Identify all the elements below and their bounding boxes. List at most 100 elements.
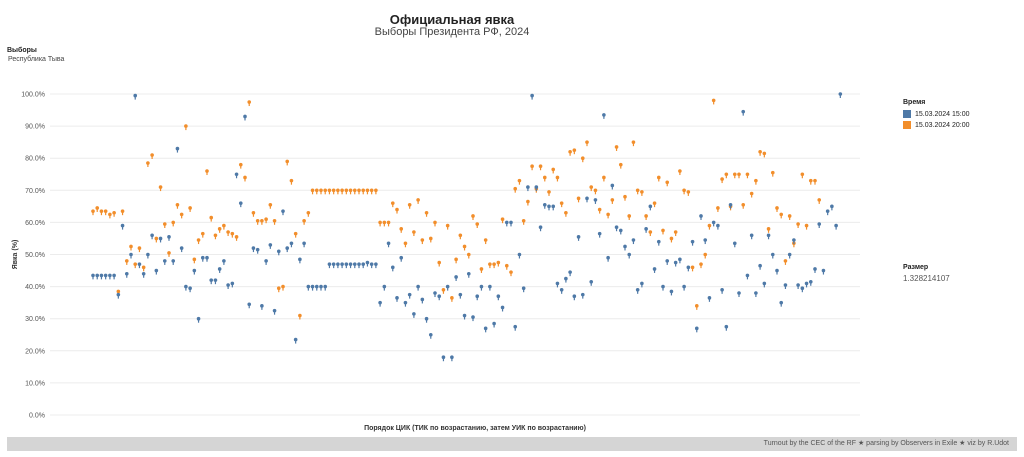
data-point-1500 xyxy=(454,275,458,281)
data-point-1500 xyxy=(141,271,146,278)
data-point-2000 xyxy=(289,178,294,185)
data-point-2000 xyxy=(120,209,125,216)
data-point-2000 xyxy=(479,267,484,273)
data-point-1500 xyxy=(281,209,285,216)
data-point-1500 xyxy=(361,262,366,269)
data-point-1500 xyxy=(437,294,442,301)
data-point-1500 xyxy=(720,288,724,294)
data-point-2000 xyxy=(580,156,585,163)
data-point-1500 xyxy=(724,324,729,331)
data-point-2000 xyxy=(272,218,277,225)
data-point-1500 xyxy=(703,238,708,245)
data-point-1500 xyxy=(509,220,513,227)
data-point-2000 xyxy=(804,223,809,230)
data-point-1500 xyxy=(707,296,712,302)
data-point-2000 xyxy=(416,198,420,204)
data-point-2000 xyxy=(171,220,176,227)
data-point-2000 xyxy=(496,260,501,267)
data-point-2000 xyxy=(162,222,167,229)
data-point-2000 xyxy=(783,259,788,265)
legend-item-1500[interactable]: 15.03.2024 15:00 xyxy=(903,110,970,118)
data-point-2000 xyxy=(458,233,463,240)
legend-swatch-orange xyxy=(903,121,911,129)
data-point-1500 xyxy=(116,292,121,299)
data-point-1500 xyxy=(428,332,433,339)
data-point-1500 xyxy=(568,270,572,277)
data-point-2000 xyxy=(323,188,328,195)
data-point-2000 xyxy=(374,188,378,195)
data-point-1500 xyxy=(450,355,454,362)
chart-title: Официальная явка xyxy=(389,12,515,27)
data-point-1500 xyxy=(243,114,247,121)
data-point-1500 xyxy=(108,273,112,280)
data-point-1500 xyxy=(711,220,716,227)
data-point-1500 xyxy=(792,238,796,245)
data-point-2000 xyxy=(741,202,746,209)
data-point-2000 xyxy=(673,230,678,237)
data-point-1500 xyxy=(496,294,501,301)
legend-title: Время xyxy=(903,99,926,106)
data-point-1500 xyxy=(133,93,138,100)
data-point-2000 xyxy=(306,210,311,217)
data-point-2000 xyxy=(808,178,813,185)
data-point-2000 xyxy=(112,210,116,217)
data-point-2000 xyxy=(196,238,201,245)
data-point-2000 xyxy=(365,188,370,195)
data-point-1500 xyxy=(682,284,686,291)
data-point-2000 xyxy=(154,236,159,243)
data-point-1500 xyxy=(716,223,720,230)
data-point-2000 xyxy=(559,201,564,208)
data-point-2000 xyxy=(209,215,214,222)
data-point-1500 xyxy=(627,252,632,259)
data-point-1500 xyxy=(374,262,378,269)
data-point-2000 xyxy=(361,188,366,195)
data-point-2000 xyxy=(369,188,374,195)
data-point-2000 xyxy=(631,140,636,147)
data-point-2000 xyxy=(635,188,640,195)
data-point-2000 xyxy=(648,230,653,237)
data-point-1500 xyxy=(602,113,606,119)
filter-value[interactable]: Республика Тыва xyxy=(8,56,65,63)
data-point-1500 xyxy=(175,146,180,153)
data-point-1500 xyxy=(758,263,762,270)
data-point-1500 xyxy=(762,281,767,288)
data-point-1500 xyxy=(737,291,741,298)
data-point-1500 xyxy=(124,271,129,278)
data-point-2000 xyxy=(509,270,513,277)
data-point-2000 xyxy=(403,241,408,248)
data-point-1500 xyxy=(238,201,243,208)
data-point-2000 xyxy=(623,194,627,201)
data-point-1500 xyxy=(205,255,209,262)
data-point-2000 xyxy=(319,188,323,195)
data-point-1500 xyxy=(770,252,775,259)
data-point-1500 xyxy=(251,246,256,253)
data-point-2000 xyxy=(492,262,496,269)
data-point-1500 xyxy=(103,273,108,280)
data-point-1500 xyxy=(678,257,682,264)
data-point-1500 xyxy=(167,235,171,241)
data-point-1500 xyxy=(200,255,205,262)
data-point-2000 xyxy=(652,201,657,208)
data-point-2000 xyxy=(108,212,112,219)
data-point-2000 xyxy=(770,170,775,177)
data-point-2000 xyxy=(703,252,708,259)
data-point-1500 xyxy=(775,268,779,275)
data-point-1500 xyxy=(766,233,771,240)
data-point-1500 xyxy=(732,241,737,248)
data-point-1500 xyxy=(192,268,197,275)
data-point-2000 xyxy=(555,175,560,182)
data-point-1500 xyxy=(293,337,298,344)
data-point-2000 xyxy=(424,210,429,217)
data-point-1500 xyxy=(91,273,95,280)
data-point-1500 xyxy=(407,292,412,299)
legend-item-2000[interactable]: 15.03.2024 20:00 xyxy=(903,121,970,129)
data-point-1500 xyxy=(610,183,615,190)
data-point-2000 xyxy=(243,175,247,182)
data-point-2000 xyxy=(188,206,192,212)
data-point-1500 xyxy=(745,273,750,280)
data-point-2000 xyxy=(758,149,762,156)
data-point-1500 xyxy=(213,278,218,285)
data-point-2000 xyxy=(255,218,260,225)
data-point-1500 xyxy=(365,260,370,267)
data-point-1500 xyxy=(137,262,142,269)
